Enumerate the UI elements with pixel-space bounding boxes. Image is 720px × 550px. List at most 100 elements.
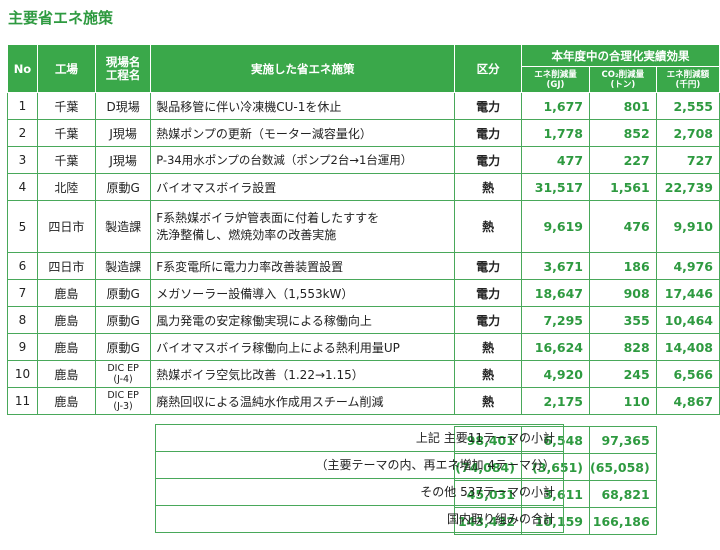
summary-cost: 68,821 xyxy=(589,480,657,508)
row-plant: 鹿島 xyxy=(36,306,96,334)
table-row: 7 鹿島 原動G メガソーラー設備導入（1,553kW） 電力 18,647 9… xyxy=(7,279,720,307)
row-no: 2 xyxy=(7,119,38,147)
table-row: 3 千葉 J現場 P-34用水ポンプの台数減（ポンプ2台→1台運用） 電力 47… xyxy=(7,146,720,174)
row-plant: 北陸 xyxy=(36,173,96,201)
table-row: 10 鹿島 DIC EP (J-4) 熱媒ボイラ空気比改善（1.22→1.15）… xyxy=(7,360,720,388)
row-unit: D現場 xyxy=(94,92,152,120)
row-co2: 828 xyxy=(589,333,657,361)
row-co2: 801 xyxy=(589,92,657,120)
row-no: 6 xyxy=(7,252,38,280)
row-measure: バイオマスボイラ設置 xyxy=(150,173,456,201)
row-cost: 4,976 xyxy=(655,252,720,280)
row-unit: 原動G xyxy=(94,173,152,201)
row-plant: 千葉 xyxy=(36,146,96,174)
summary-row: 98,401 6,548 97,365 xyxy=(8,426,720,454)
summary-cost: 166,186 xyxy=(589,507,657,535)
row-no: 10 xyxy=(7,360,38,388)
row-cost: 4,867 xyxy=(655,387,720,415)
row-cost: 6,566 xyxy=(655,360,720,388)
row-unit: 原動G xyxy=(94,333,152,361)
row-measure: F系変電所に電力力率改善装置設置 xyxy=(150,252,456,280)
row-energy: 18,647 xyxy=(520,279,591,307)
row-energy: 9,619 xyxy=(520,200,591,253)
summary-label: 上記 主要11テーマの小計 xyxy=(155,425,564,452)
row-category: 熱 xyxy=(454,200,522,253)
row-measure: 廃熱回収による温純水作成用スチーム削減 xyxy=(150,387,456,415)
row-plant: 鹿島 xyxy=(36,387,96,415)
header-unit-line1: 現場名 xyxy=(105,54,141,69)
row-no: 11 xyxy=(7,387,38,415)
row-cost: 2,555 xyxy=(655,92,720,120)
header-energy-line1: エネ削減量 xyxy=(534,69,577,80)
header-measure: 実施した省エネ施策 xyxy=(150,44,456,93)
row-cost: 22,739 xyxy=(655,173,720,201)
header-energy-line2: (GJ) xyxy=(546,79,565,90)
row-category: 電力 xyxy=(454,92,522,120)
table-row: 4 北陸 原動G バイオマスボイラ設置 熱 31,517 1,561 22,73… xyxy=(7,173,720,201)
summary-energy: 45,031 xyxy=(454,480,522,508)
row-energy: 7,295 xyxy=(520,306,591,334)
table-row: 5 四日市 製造課 F系熱媒ボイラ炉管表面に付着したすすを 洗浄整備し、燃焼効率… xyxy=(7,200,720,253)
row-co2: 476 xyxy=(589,200,657,253)
row-unit: J現場 xyxy=(94,146,152,174)
table-row: 1 千葉 D現場 製品移管に伴い冷凍機CU-1を休止 電力 1,677 801 … xyxy=(7,92,720,120)
header-co2-line2: (トン) xyxy=(610,79,636,90)
row-co2: 852 xyxy=(589,119,657,147)
row-category: 電力 xyxy=(454,252,522,280)
row-category: 電力 xyxy=(454,306,522,334)
row-no: 9 xyxy=(7,333,38,361)
row-energy: 1,677 xyxy=(520,92,591,120)
row-energy: 2,175 xyxy=(520,387,591,415)
row-plant: 千葉 xyxy=(36,92,96,120)
row-no: 4 xyxy=(7,173,38,201)
row-measure: バイオマスボイラ稼働向上による熱利用量UP xyxy=(150,333,456,361)
row-category: 熱 xyxy=(454,360,522,388)
table-row: 11 鹿島 DIC EP (J-3) 廃熱回収による温純水作成用スチーム削減 熱… xyxy=(7,387,720,415)
row-cost: 14,408 xyxy=(655,333,720,361)
row-measure: 製品移管に伴い冷凍機CU-1を休止 xyxy=(150,92,456,120)
row-co2: 227 xyxy=(589,146,657,174)
row-plant: 鹿島 xyxy=(36,360,96,388)
row-no: 5 xyxy=(7,200,38,253)
header-effect-group: 本年度中の合理化実績効果 xyxy=(520,44,720,67)
row-plant: 鹿島 xyxy=(36,279,96,307)
row-measure: メガソーラー設備導入（1,553kW） xyxy=(150,279,456,307)
row-energy: 477 xyxy=(520,146,591,174)
header-cost-line1: エネ削減額 xyxy=(666,69,710,80)
row-plant: 千葉 xyxy=(36,119,96,147)
row-measure: 熱媒ボイラ空気比改善（1.22→1.15） xyxy=(150,360,456,388)
row-energy: 1,778 xyxy=(520,119,591,147)
row-measure: 風力発電の安定稼働実現による稼働向上 xyxy=(150,306,456,334)
header-cost-line2: (千円) xyxy=(675,79,701,90)
row-unit-line2: (J-4) xyxy=(113,374,133,385)
summary-label: 国内取り組みの合計 xyxy=(155,506,564,533)
row-no: 8 xyxy=(7,306,38,334)
row-unit: 製造課 xyxy=(94,252,152,280)
row-category: 熱 xyxy=(454,333,522,361)
row-energy: 3,671 xyxy=(520,252,591,280)
row-co2: 186 xyxy=(589,252,657,280)
row-measure: 熱媒ポンプの更新（モーター減容量化） xyxy=(150,119,456,147)
row-plant: 四日市 xyxy=(36,200,96,253)
row-cost: 9,910 xyxy=(655,200,720,253)
row-unit: J現場 xyxy=(94,119,152,147)
summary-co2: 10,159 xyxy=(520,507,591,535)
summary-label: その他 537テーマの小計 xyxy=(155,479,564,506)
row-energy: 4,920 xyxy=(520,360,591,388)
table-row: 2 千葉 J現場 熱媒ポンプの更新（モーター減容量化） 電力 1,778 852… xyxy=(7,119,720,147)
row-measure: P-34用水ポンプの台数減（ポンプ2台→1台運用） xyxy=(150,146,456,174)
row-co2: 908 xyxy=(589,279,657,307)
header-category: 区分 xyxy=(454,44,522,93)
summary-label: （主要テーマの内、再エネ増加 4テーマ分） xyxy=(155,452,564,479)
row-unit: 原動G xyxy=(94,306,152,334)
row-measure-line2: 洗浄整備し、燃焼効率の改善実施 xyxy=(156,227,337,242)
row-unit: DIC EP (J-4) xyxy=(94,360,152,388)
header-co2: CO₂削減量 (トン) xyxy=(589,66,657,93)
summary-cost: (65,058) xyxy=(589,453,657,481)
row-unit-line2: (J-3) xyxy=(113,401,133,412)
row-measure: F系熱媒ボイラ炉管表面に付着したすすを 洗浄整備し、燃焼効率の改善実施 xyxy=(150,200,456,253)
row-plant: 鹿島 xyxy=(36,333,96,361)
row-energy: 16,624 xyxy=(520,333,591,361)
row-unit-line1: DIC EP xyxy=(107,363,139,374)
header-unit-line2: 工程名 xyxy=(105,67,141,82)
